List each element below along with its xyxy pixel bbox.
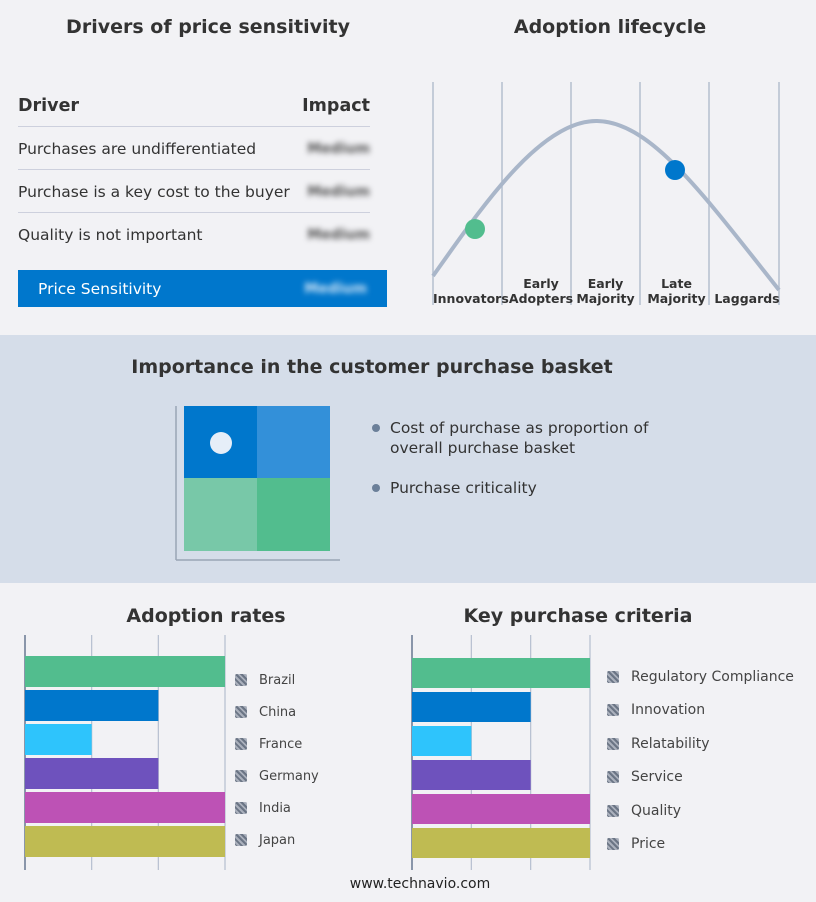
summary-label: Price Sensitivity [38,279,162,298]
legend-item: Service [607,761,794,795]
drivers-title: Drivers of price sensitivity [66,16,350,38]
impact-value: Medium [307,183,370,200]
basket-title: Importance in the customer purchase bask… [131,356,613,378]
bar-relatability [412,726,472,756]
driver-label: Quality is not important [18,226,203,244]
bar-china [25,690,159,721]
legend-swatch-icon [607,670,619,683]
bar-france [25,724,92,755]
purchase-criteria-chart [411,635,591,870]
legend-item: Regulatory Compliance [607,660,794,694]
bar-quality [412,794,590,824]
price-sensitivity-summary: Price Sensitivity Medium [18,270,387,307]
legend-swatch-icon [235,770,247,782]
legend-item: Innovation [607,694,794,728]
stage-label: Late Majority [647,276,706,306]
driver-row: Purchase is a key cost to the buyer Mediu… [18,171,370,213]
legend-item: Germany [235,760,319,792]
stage-label: Laggards [714,291,780,306]
adoption-rates-chart [24,635,226,870]
impact-value: Medium [307,140,370,157]
bar-germany [25,758,159,789]
basket-matrix [175,406,340,561]
legend-swatch-icon [235,834,247,846]
summary-impact: Medium [304,280,367,297]
adoption-rates-title: Adoption rates [126,605,286,627]
position-marker [210,432,232,454]
bar-brazil [25,656,225,687]
legend-item: China [235,696,319,728]
driver-label: Purchase is a key cost to the buyer [18,182,290,201]
purchase-criteria-legend: Regulatory Compliance Innovation Relatabil… [607,660,794,861]
lifecycle-title: Adoption lifecycle [513,16,707,38]
quadrant-bottom-right [257,478,330,551]
adoption-curve [431,118,781,292]
legend-swatch-icon [235,738,247,750]
bar-india [25,792,225,823]
driver-row: Purchases are undifferentiated Medium [18,128,370,170]
legend-swatch-icon [607,838,619,851]
legend-swatch-icon [607,737,619,750]
stage-label: Innovators [433,291,509,306]
footer-url: www.technavio.com [349,876,491,892]
bullet-icon [372,424,380,432]
bar-service [412,760,531,790]
bar-regulatory-compliance [412,658,590,688]
basket-band [0,335,816,583]
legend-swatch-icon [235,706,247,718]
impact-col-header: Impact [302,95,370,116]
quadrant-bottom-left [184,478,257,551]
driver-col-header: Driver [18,95,80,116]
legend-item: Brazil [235,664,319,696]
legend-swatch-icon [235,802,247,814]
stage-label: Early Majority [576,276,635,306]
bar-japan [25,826,225,857]
bullet-icon [372,484,380,492]
basket-bullet: Purchase criticality [372,478,652,498]
innovators-marker [465,219,485,239]
drivers-header: Driver Impact [18,85,370,127]
impact-value: Medium [307,227,370,243]
legend-swatch-icon [607,804,619,817]
bar-price [412,828,590,858]
quadrant-top-right [257,406,330,478]
legend-item: France [235,728,319,760]
late-majority-marker [665,160,685,180]
adoption-rates-legend: Brazil China France Germany India Japan [235,664,319,856]
legend-item: Japan [235,824,319,856]
legend-item: India [235,792,319,824]
driver-row: Quality is not important Medium [18,214,370,256]
legend-item: Relatability [607,727,794,761]
legend-item: Quality [607,794,794,828]
legend-item: Price [607,828,794,862]
driver-label: Purchases are undifferentiated [18,139,257,158]
purchase-criteria-title: Key purchase criteria [463,605,693,627]
basket-bullet: Cost of purchase as proportion of overal… [372,418,652,458]
lifecycle-chart [431,82,781,305]
stage-label: Early Adopters [508,276,574,306]
legend-swatch-icon [607,704,619,717]
legend-swatch-icon [607,771,619,784]
legend-swatch-icon [235,674,247,686]
bar-innovation [412,692,531,722]
